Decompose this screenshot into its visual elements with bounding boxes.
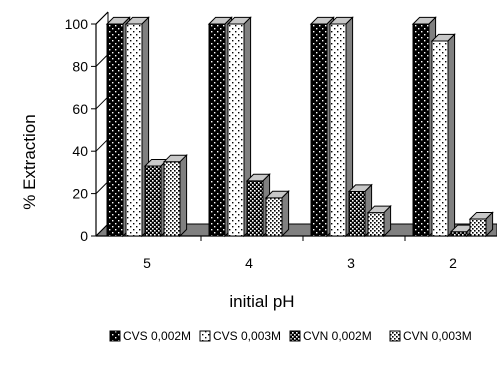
bar-front (163, 161, 181, 237)
bar-side (281, 190, 290, 238)
y-axis-label: % Extraction (20, 114, 39, 209)
legend-item: CVN 0,002M (289, 329, 372, 343)
bar-front (246, 180, 264, 237)
legend-swatch (289, 330, 301, 342)
y-tick-depth (95, 11, 109, 25)
x-tick-label: 4 (245, 255, 253, 271)
bar (347, 183, 373, 238)
bar-front (469, 218, 487, 237)
legend-label: CVS 0,002M (123, 329, 191, 343)
y-tick-label: 20 (72, 186, 88, 202)
legend-item: CVN 0,003M (389, 329, 472, 343)
x-tick-label: 5 (143, 255, 151, 271)
bar-side (179, 153, 188, 238)
legend-item: CVS 0,002M (109, 329, 191, 343)
y-tick-label: 0 (80, 228, 88, 244)
bar-front (367, 212, 385, 237)
bar-front (348, 190, 366, 237)
bar (430, 33, 456, 238)
x-tick-label: 3 (347, 255, 355, 271)
bar (328, 16, 354, 238)
y-tick-label: 80 (72, 58, 88, 74)
legend-label: CVN 0,002M (303, 329, 372, 343)
x-tick-label: 2 (449, 255, 457, 271)
bar-front (265, 197, 283, 237)
bar-front (412, 23, 430, 237)
x-axis-label: initial pH (229, 292, 294, 311)
bar-front (208, 23, 226, 237)
legend-swatch (389, 330, 401, 342)
bar-front (329, 23, 347, 237)
bar-front (144, 165, 162, 237)
y-tick-depth (95, 96, 109, 110)
bar-side (383, 204, 392, 238)
bar (264, 190, 290, 238)
legend-label: CVN 0,003M (403, 329, 472, 343)
y-tick-depth (95, 54, 109, 67)
legend-label: CVS 0,003M (213, 329, 281, 343)
bar-side (447, 33, 456, 238)
legend-item: CVS 0,003M (199, 329, 281, 343)
y-tick-depth (95, 223, 109, 237)
bar (366, 204, 392, 238)
bar-front (106, 23, 124, 237)
y-tick-depth (95, 138, 109, 152)
bar-front (450, 231, 468, 237)
y-tick-depth (95, 181, 109, 194)
legend-swatch (109, 330, 121, 342)
bar (162, 153, 188, 238)
y-tick-label: 60 (72, 101, 88, 117)
bar (468, 211, 494, 238)
bar-front (125, 23, 143, 237)
bar-front (227, 23, 245, 237)
y-tick-label: 100 (65, 16, 89, 32)
bar-front (310, 23, 328, 237)
bar-front (431, 40, 449, 237)
bar-side (485, 211, 494, 238)
y-tick-label: 40 (72, 143, 88, 159)
legend-swatch (199, 330, 211, 342)
